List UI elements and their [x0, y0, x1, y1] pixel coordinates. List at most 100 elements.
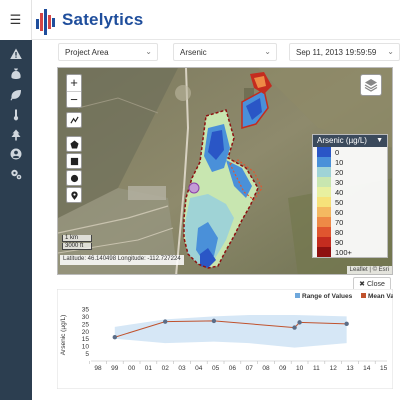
project-area-select[interactable]: Project Area ⌄ [58, 43, 158, 61]
legend-swatch [317, 207, 331, 217]
legend-label: 50 [335, 197, 344, 207]
x-tick-label: 11 [313, 365, 320, 372]
polyline-icon [69, 116, 79, 124]
x-tick-label: 01 [145, 365, 153, 372]
y-tick-label: 15 [82, 336, 90, 343]
hamburger-icon: ☰ [9, 12, 22, 27]
logo-icon [36, 9, 55, 35]
sidebar-item-forestry[interactable] [8, 127, 24, 143]
mean-point [344, 321, 349, 327]
chevron-down-icon: ⌄ [145, 47, 152, 56]
legend-item: 0 [313, 147, 387, 157]
date-select-value: Sep 11, 2013 19:59:59 [296, 47, 377, 57]
legend-item: 10 [313, 157, 387, 167]
legend-swatch [317, 197, 331, 207]
legend-item: 70 [313, 217, 387, 227]
map-view[interactable]: + − Arsenic (µg/L) ▼ [57, 67, 393, 275]
money-bag-icon [11, 68, 21, 79]
map-attribution[interactable]: Leaflet | © Esri [346, 266, 392, 274]
sidebar-item-account[interactable] [8, 146, 24, 162]
legend-item: 40 [313, 187, 387, 197]
draw-polygon-button[interactable] [66, 136, 82, 152]
mean-point [211, 318, 217, 324]
legend-swatch [317, 147, 331, 157]
legend-swatch [317, 187, 331, 197]
x-tick-label: 14 [363, 365, 371, 372]
sidebar-item-finance[interactable] [8, 66, 24, 82]
mean-line [114, 320, 347, 338]
legend-header[interactable]: Arsenic (µg/L) ▼ [313, 135, 387, 147]
parameter-select-value: Arsenic [180, 47, 207, 57]
sidebar-item-temperature[interactable] [8, 107, 24, 123]
x-tick-label: 00 [128, 365, 136, 372]
rectangle-icon [70, 157, 78, 165]
x-tick-label: 12 [330, 365, 338, 372]
draw-polyline-button[interactable] [66, 112, 82, 128]
sidebar-item-alerts[interactable] [8, 46, 24, 62]
legend-swatch [317, 157, 331, 167]
range-band [114, 314, 347, 348]
user-circle-icon [10, 148, 22, 160]
y-tick-label: 30 [82, 314, 90, 321]
legend-label: 10 [335, 157, 344, 167]
cogs-icon [11, 169, 22, 180]
layers-icon [364, 79, 378, 92]
warning-icon [10, 48, 22, 59]
legend-swatch [317, 237, 331, 247]
scale-bar: 1 km 3000 ft [62, 235, 92, 251]
x-tick-label: 06 [229, 365, 237, 372]
close-label: Close [366, 280, 385, 288]
draw-circle-button[interactable] [66, 170, 82, 186]
legend-item: 100+ [313, 247, 387, 257]
mean-point [292, 325, 297, 330]
mean-point [163, 319, 168, 324]
chart-legend-swatch [295, 293, 300, 298]
leaf-icon [10, 90, 21, 101]
y-tick-label: 20 [82, 329, 90, 336]
legend-item: 90 [313, 237, 387, 247]
x-tick-label: 04 [195, 365, 203, 372]
chevron-down-icon: ⌄ [264, 47, 271, 56]
chart-legend-swatch [361, 293, 366, 298]
layers-button[interactable] [360, 74, 382, 96]
sidebar-item-settings[interactable] [8, 166, 24, 182]
map-marker-icon [70, 190, 78, 200]
menu-toggle-button[interactable]: ☰ [0, 0, 32, 40]
legend-item: 20 [313, 167, 387, 177]
x-tick-label: 10 [296, 365, 304, 372]
sidebar-item-vegetation[interactable] [8, 87, 24, 103]
tree-icon [11, 129, 21, 141]
legend-swatch [317, 227, 331, 237]
parameter-select[interactable]: Arsenic ⌄ [173, 43, 277, 61]
draw-rectangle-button[interactable] [66, 153, 82, 169]
x-tick-label: 02 [162, 365, 170, 372]
legend-label: 40 [335, 187, 344, 197]
zoom-out-button[interactable]: − [67, 91, 81, 107]
legend-label: 90 [335, 237, 344, 247]
date-select[interactable]: Sep 11, 2013 19:59:59 ⌄ [289, 43, 400, 61]
thermometer-icon [13, 109, 19, 121]
legend-label: 100+ [335, 247, 352, 257]
scale-metric: 1 km [62, 235, 92, 242]
legend-label: 20 [335, 167, 344, 177]
polygon-icon [69, 139, 79, 149]
close-icon: ✖ [359, 281, 365, 288]
coordinates-readout: Latitude: 46.140498 Longitude: -112.7272… [60, 255, 184, 265]
zoom-in-button[interactable]: + [70, 75, 78, 90]
app-title: Satelytics [62, 10, 144, 29]
x-tick-label: 08 [262, 365, 270, 372]
project-area-select-value: Project Area [65, 47, 109, 57]
legend-item: 80 [313, 227, 387, 237]
y-tick-label: 10 [82, 344, 90, 351]
filter-toolbar: Project Area ⌄ Arsenic ⌄ Sep 11, 2013 19… [32, 40, 400, 64]
legend-label: 30 [335, 177, 344, 187]
header: Satelytics [32, 0, 400, 40]
legend-item: 60 [313, 207, 387, 217]
legend-label: 80 [335, 227, 344, 237]
x-tick-label: 09 [279, 365, 287, 372]
mean-point [112, 335, 117, 340]
circle-icon [70, 174, 78, 182]
draw-marker-button[interactable] [66, 187, 82, 203]
